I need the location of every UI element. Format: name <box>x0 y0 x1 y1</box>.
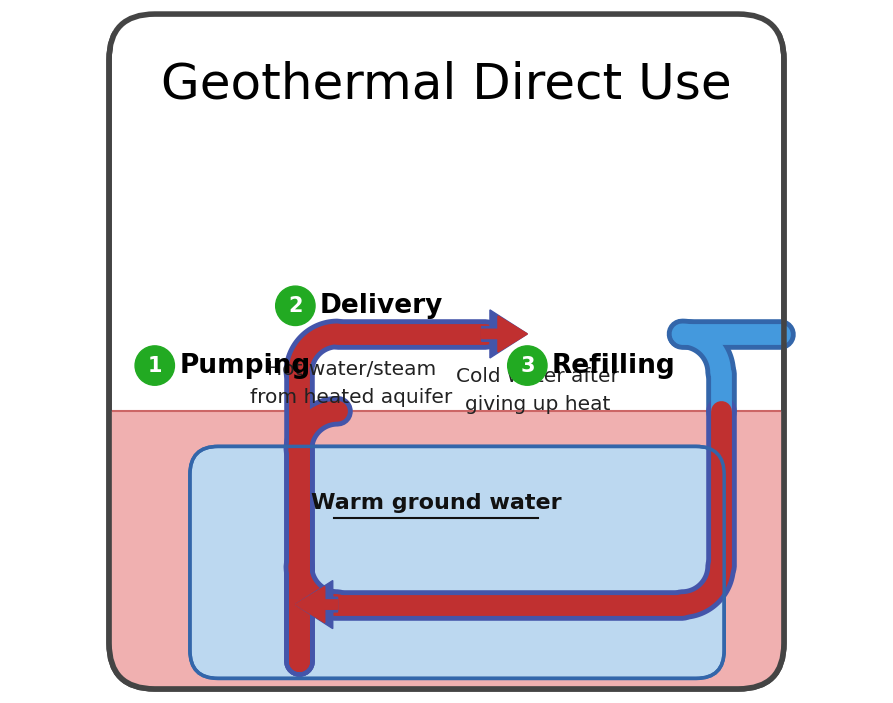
FancyBboxPatch shape <box>109 397 784 689</box>
Text: Delivery: Delivery <box>320 293 443 318</box>
Text: Cold water after
giving up heat: Cold water after giving up heat <box>456 367 620 413</box>
FancyArrow shape <box>481 316 528 352</box>
Circle shape <box>507 346 547 385</box>
Circle shape <box>135 346 174 385</box>
Text: 1: 1 <box>147 356 162 375</box>
FancyBboxPatch shape <box>190 446 724 678</box>
Bar <box>113 7 780 411</box>
FancyArrow shape <box>296 581 338 628</box>
Circle shape <box>276 286 315 325</box>
Text: Hot water/steam
from heated aquifer: Hot water/steam from heated aquifer <box>250 360 453 406</box>
FancyBboxPatch shape <box>109 14 784 689</box>
FancyArrow shape <box>481 310 528 358</box>
Text: 2: 2 <box>288 296 303 316</box>
Text: Warm ground water: Warm ground water <box>311 493 562 512</box>
Text: Geothermal Direct Use: Geothermal Direct Use <box>162 60 731 108</box>
Text: Pumping: Pumping <box>179 353 311 378</box>
Text: 3: 3 <box>520 356 535 375</box>
Bar <box>109 411 784 460</box>
FancyArrow shape <box>296 586 338 623</box>
Text: Refilling: Refilling <box>552 353 676 378</box>
